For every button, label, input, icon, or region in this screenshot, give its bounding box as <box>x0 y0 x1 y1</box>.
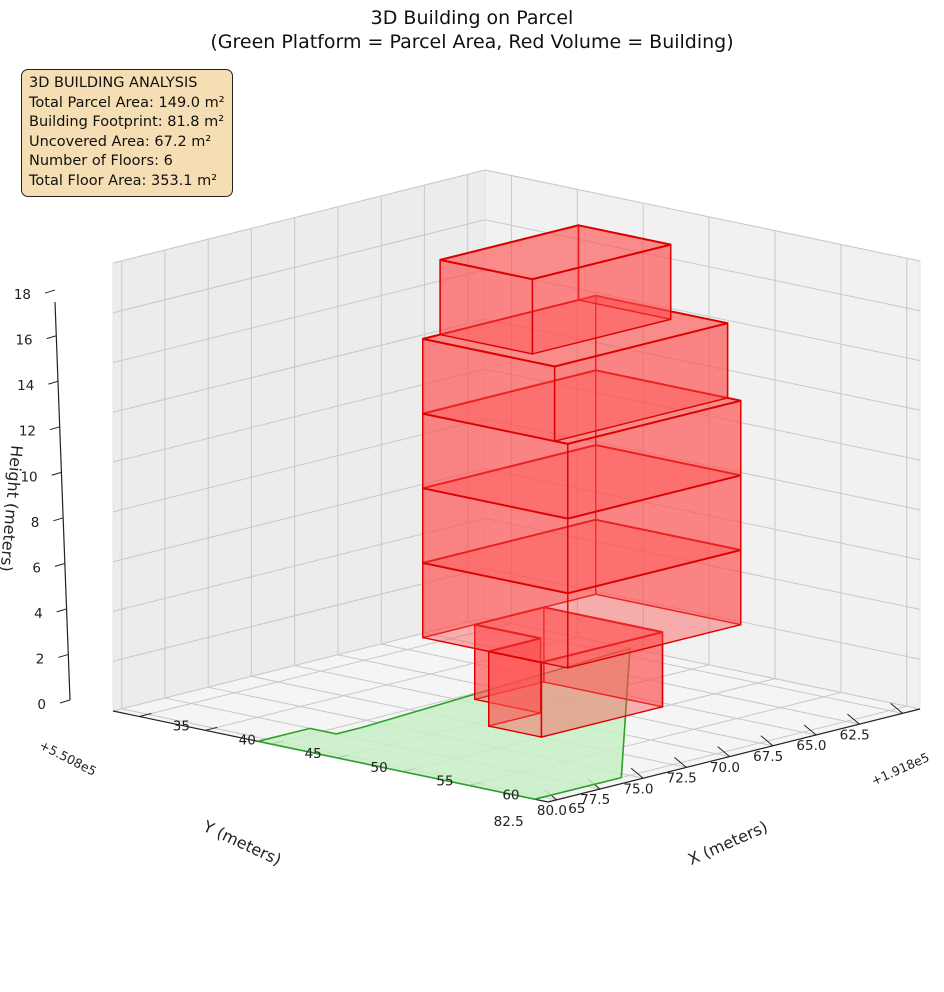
grid-line-z <box>112 418 921 513</box>
grid-line-z <box>112 169 921 264</box>
y-tick <box>717 746 730 757</box>
floor-wall <box>488 650 543 738</box>
grid-line-z <box>112 617 921 712</box>
y-offset-label: +5.508e5 <box>37 737 99 778</box>
z-tick-label: 10 <box>20 469 37 485</box>
floor-top <box>439 224 672 281</box>
grid-line-z <box>112 368 921 463</box>
chart-subtitle: (Green Platform = Parcel Area, Red Volum… <box>210 31 734 53</box>
z-axis-label: Height (meters) <box>0 444 26 572</box>
z-tick-label: 12 <box>19 424 36 440</box>
x-offset-label: +1.918e5 <box>869 749 932 788</box>
z-tick <box>58 653 69 658</box>
y-tick-label: 80.0 <box>537 803 567 819</box>
x-tick-label: 60 <box>502 787 519 803</box>
info-line: Total Floor Area: 353.1 m² <box>29 172 218 189</box>
info-box: 3D BUILDING ANALYSIS Total Parcel Area: … <box>21 69 233 197</box>
z-tick <box>44 289 56 294</box>
y-tick <box>803 724 817 736</box>
z-tick <box>56 608 67 613</box>
z-tick <box>48 380 59 385</box>
floor-5 <box>422 294 729 443</box>
z-tick <box>49 426 61 431</box>
y-tick-label: 82.5 <box>494 814 524 830</box>
z-tick-label: 4 <box>34 606 43 622</box>
y-tick-label: 72.5 <box>667 771 697 787</box>
chart-title: 3D Building on Parcel <box>370 7 574 29</box>
grid-line-z <box>112 517 921 612</box>
building-volume <box>422 224 742 738</box>
y-tick-label: 67.5 <box>753 749 783 765</box>
z-tick-label: 6 <box>32 560 41 576</box>
y-tick-label: 70.0 <box>710 760 740 776</box>
z-tick-label: 18 <box>14 287 31 303</box>
z-tick-label: 2 <box>36 651 45 667</box>
floor-2 <box>422 518 742 669</box>
x-tick <box>205 726 218 731</box>
info-line: Number of Floors: 6 <box>29 153 173 169</box>
y-tick-label: 75.0 <box>623 781 653 797</box>
y-tick-label: 65.0 <box>796 738 826 754</box>
parcel-platform <box>257 647 631 801</box>
x-axis-label: X (meters) <box>685 817 770 869</box>
x-tick-label: 55 <box>436 774 453 790</box>
grid-line-z <box>112 318 921 413</box>
grid-line-z <box>112 219 921 314</box>
z-tick <box>59 699 71 704</box>
z-tick-label: 16 <box>15 333 32 349</box>
z-tick-label: 8 <box>31 515 40 531</box>
y-tick <box>760 735 774 747</box>
grid-line-z <box>112 468 921 563</box>
y-tick <box>890 702 904 714</box>
x-tick-label: 45 <box>305 746 322 762</box>
info-line: Uncovered Area: 67.2 m² <box>29 133 212 150</box>
z-tick-label: 0 <box>37 697 46 713</box>
grid-line-z <box>112 567 921 662</box>
x-tick-label: 35 <box>173 719 190 735</box>
y-axis-line <box>547 708 921 803</box>
y-tick-label: 77.5 <box>580 792 610 808</box>
z-axis-line <box>54 301 71 701</box>
floor-1 <box>474 606 664 738</box>
y-axis-label: Y (meters) <box>199 816 284 869</box>
x-tick-label: 65 <box>568 801 585 817</box>
y-tick <box>847 713 860 725</box>
x-tick-label: 40 <box>239 732 256 748</box>
y-tick <box>674 757 687 768</box>
z-tick <box>54 562 66 567</box>
y-tick-label: 62.5 <box>840 727 870 743</box>
z-tick <box>53 517 64 522</box>
z-tick <box>46 335 57 340</box>
info-line: Total Parcel Area: 149.0 m² <box>29 94 225 111</box>
x-tick-label: 50 <box>370 760 387 776</box>
floor-3 <box>422 443 742 595</box>
z-tick-label: 14 <box>17 378 34 394</box>
floor-6 <box>439 224 672 355</box>
info-heading: 3D BUILDING ANALYSIS <box>29 75 198 91</box>
parcel-polygon <box>257 647 631 801</box>
info-line: Building Footprint: 81.8 m² <box>29 114 225 130</box>
y-tick <box>630 767 644 779</box>
z-tick <box>51 471 62 476</box>
x-tick <box>139 713 152 718</box>
